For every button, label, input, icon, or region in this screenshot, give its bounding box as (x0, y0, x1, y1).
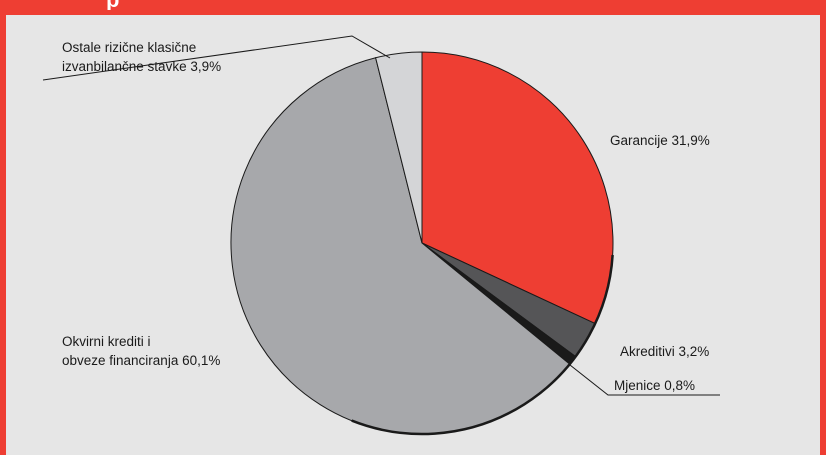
pie-shadow-rim (351, 254, 614, 436)
leader-line-ostale (42, 35, 391, 81)
header-bar (0, 0, 826, 15)
right-border (820, 15, 826, 455)
pie-slices (230, 51, 614, 436)
label-okvirni-line1: Okvirni krediti i (62, 334, 151, 349)
label-garancije: Garancije 31,9% (610, 133, 710, 148)
label-ostale-line1: Ostale rizične klasične (62, 40, 196, 55)
left-border (0, 15, 6, 455)
label-akreditivi: Akreditivi 3,2% (620, 344, 709, 359)
label-ostale-line2: izvanbilančne stavke 3,9% (62, 59, 221, 74)
pie-slice-ostale (375, 51, 423, 244)
label-mjenice: Mjenice 0,8% (614, 378, 695, 393)
label-okvirni-line2: obveze financiranja 60,1% (62, 353, 220, 368)
header-title: p (106, 0, 166, 10)
leader-line-mjenice (569, 364, 720, 396)
